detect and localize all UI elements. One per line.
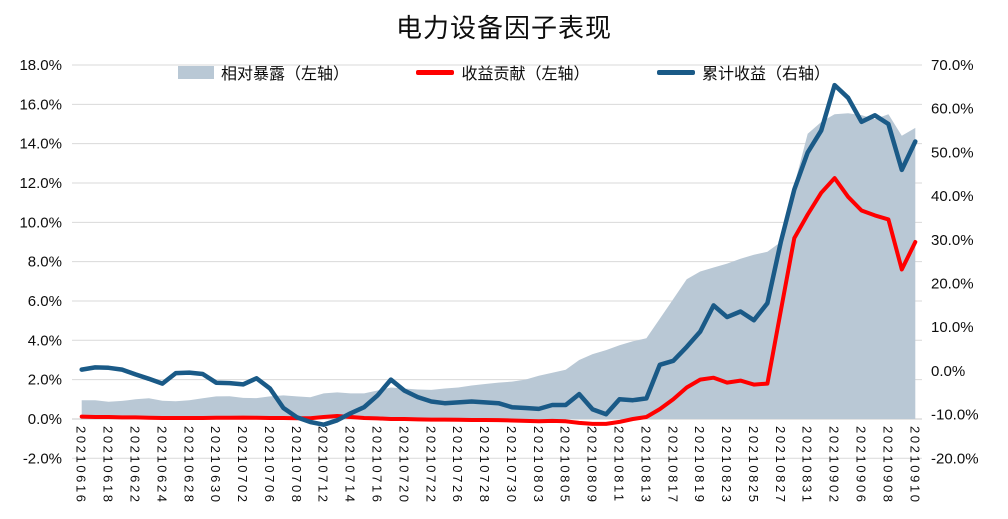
svg-text:20210720: 20210720: [396, 426, 411, 505]
svg-text:0.0%: 0.0%: [28, 411, 62, 428]
svg-text:-20.0%: -20.0%: [931, 450, 979, 467]
svg-text:0.0%: 0.0%: [931, 363, 965, 380]
legend-item-contribution: 收益贡献（左轴）: [416, 60, 590, 84]
svg-text:60.0%: 60.0%: [931, 101, 974, 118]
svg-text:-2.0%: -2.0%: [23, 450, 62, 467]
svg-text:20210805: 20210805: [558, 426, 573, 505]
svg-text:20210908: 20210908: [880, 426, 895, 505]
svg-text:20210902: 20210902: [827, 426, 842, 505]
svg-text:4.0%: 4.0%: [28, 332, 62, 349]
legend-label: 相对暴露（左轴）: [221, 66, 350, 83]
svg-text:16.0%: 16.0%: [19, 96, 62, 113]
svg-text:20210722: 20210722: [423, 426, 438, 505]
svg-text:40.0%: 40.0%: [931, 188, 974, 205]
svg-text:20210708: 20210708: [289, 426, 304, 505]
svg-text:12.0%: 12.0%: [19, 175, 62, 192]
svg-text:20210825: 20210825: [746, 426, 761, 505]
svg-text:-10.0%: -10.0%: [931, 407, 979, 424]
svg-text:10.0%: 10.0%: [931, 319, 974, 336]
svg-text:20210726: 20210726: [450, 426, 465, 505]
svg-text:20210906: 20210906: [854, 426, 869, 505]
svg-text:20210811: 20210811: [612, 426, 627, 504]
svg-text:30.0%: 30.0%: [931, 232, 974, 249]
svg-text:20210712: 20210712: [316, 426, 331, 505]
area-swatch-icon: [178, 65, 214, 79]
svg-text:20210730: 20210730: [504, 426, 519, 505]
svg-text:20210803: 20210803: [531, 426, 546, 505]
svg-text:70.0%: 70.0%: [931, 57, 974, 74]
svg-text:20210630: 20210630: [208, 426, 223, 505]
svg-text:20210827: 20210827: [773, 426, 788, 505]
svg-text:20210716: 20210716: [370, 426, 385, 505]
svg-text:18.0%: 18.0%: [19, 57, 62, 74]
chart-title: 电力设备因子表现: [395, 13, 612, 43]
svg-text:6.0%: 6.0%: [28, 293, 62, 310]
svg-text:20210728: 20210728: [477, 426, 492, 505]
line-swatch-icon: [416, 69, 455, 75]
svg-text:20210819: 20210819: [692, 426, 707, 505]
legend-item-cumulative: 累计收益（右轴）: [656, 60, 830, 84]
svg-text:20210618: 20210618: [101, 426, 116, 505]
chart-legend: 相对暴露（左轴） 收益贡献（左轴） 累计收益（右轴）: [178, 60, 830, 84]
legend-item-exposure: 相对暴露（左轴）: [178, 60, 349, 84]
svg-text:20210714: 20210714: [343, 426, 358, 505]
svg-text:20210702: 20210702: [235, 426, 250, 505]
svg-text:20210910: 20210910: [907, 426, 922, 505]
legend-label: 收益贡献（左轴）: [461, 66, 590, 83]
svg-text:20210616: 20210616: [74, 426, 89, 505]
svg-text:20210817: 20210817: [665, 426, 680, 505]
svg-text:20210823: 20210823: [719, 426, 734, 505]
svg-text:20210628: 20210628: [181, 426, 196, 505]
svg-text:14.0%: 14.0%: [19, 136, 62, 153]
svg-text:20210622: 20210622: [128, 426, 143, 505]
line-swatch-icon: [656, 69, 695, 75]
svg-text:20210809: 20210809: [585, 426, 600, 505]
svg-text:8.0%: 8.0%: [28, 254, 62, 271]
svg-text:20210706: 20210706: [262, 426, 277, 505]
svg-text:20210813: 20210813: [638, 426, 653, 505]
legend-label: 累计收益（右轴）: [701, 66, 830, 83]
svg-text:2.0%: 2.0%: [28, 372, 62, 389]
svg-text:20210624: 20210624: [154, 426, 169, 505]
svg-text:20.0%: 20.0%: [931, 276, 974, 293]
svg-text:10.0%: 10.0%: [19, 214, 62, 231]
svg-text:20210831: 20210831: [800, 426, 815, 505]
svg-text:50.0%: 50.0%: [931, 144, 974, 161]
